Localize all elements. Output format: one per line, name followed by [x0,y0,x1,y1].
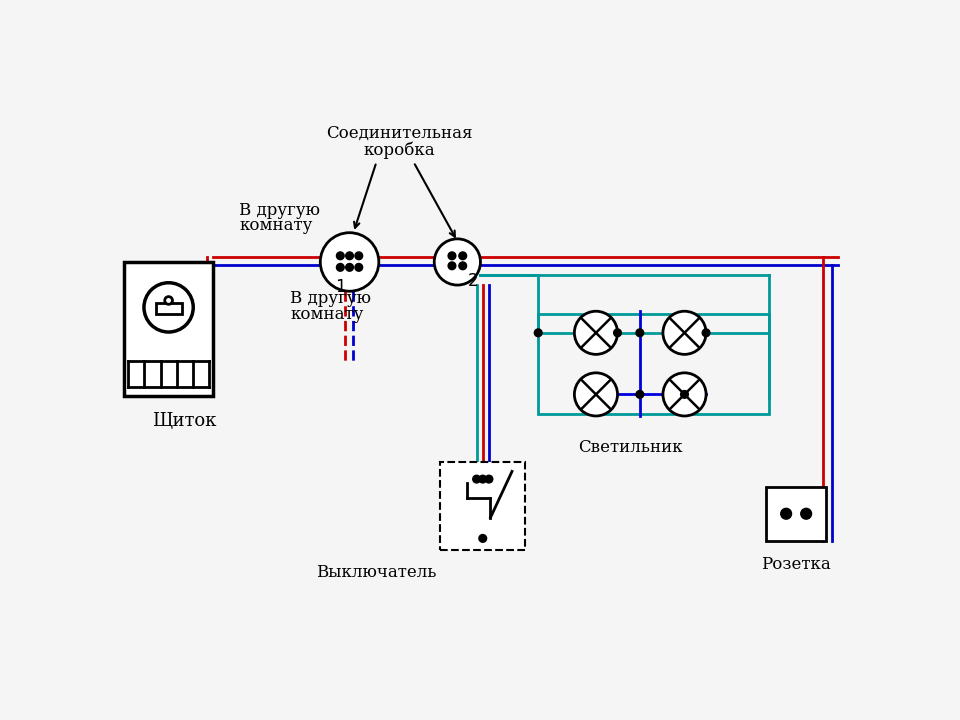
Circle shape [479,534,487,542]
Circle shape [535,329,542,337]
Text: В другую: В другую [239,202,321,219]
Circle shape [459,252,467,260]
Circle shape [780,508,792,519]
Text: Розетка: Розетка [761,556,831,573]
Circle shape [321,233,379,291]
Circle shape [448,262,456,270]
Circle shape [144,283,193,332]
Text: комнату: комнату [239,217,313,234]
Circle shape [574,373,617,416]
Circle shape [681,390,688,398]
Circle shape [574,311,617,354]
Bar [539,313,769,414]
Circle shape [448,252,456,260]
Text: 2: 2 [468,271,478,289]
Circle shape [434,239,480,285]
Circle shape [663,373,706,416]
Circle shape [346,264,353,271]
Circle shape [336,264,344,271]
Text: 1: 1 [335,278,346,296]
Text: В другую: В другую [290,290,372,307]
Bar [125,261,213,396]
Circle shape [801,508,811,519]
Text: комнату: комнату [290,306,364,323]
Circle shape [485,475,492,483]
Text: Светильник: Светильник [578,439,683,456]
Circle shape [663,311,706,354]
Text: Соединительная: Соединительная [326,125,473,142]
Text: коробка: коробка [364,142,436,159]
Circle shape [336,252,344,260]
Circle shape [613,329,621,337]
Circle shape [472,475,480,483]
Text: Щиток: Щиток [152,412,216,430]
Circle shape [636,390,644,398]
Text: Выключатель: Выключатель [316,564,437,581]
Circle shape [355,252,363,260]
Circle shape [165,297,173,305]
Circle shape [702,329,709,337]
Bar [766,487,827,541]
Circle shape [355,264,363,271]
Bar [441,462,525,550]
Circle shape [459,262,467,270]
Circle shape [346,252,353,260]
Bar [156,303,181,313]
Circle shape [479,475,487,483]
Circle shape [636,329,644,337]
